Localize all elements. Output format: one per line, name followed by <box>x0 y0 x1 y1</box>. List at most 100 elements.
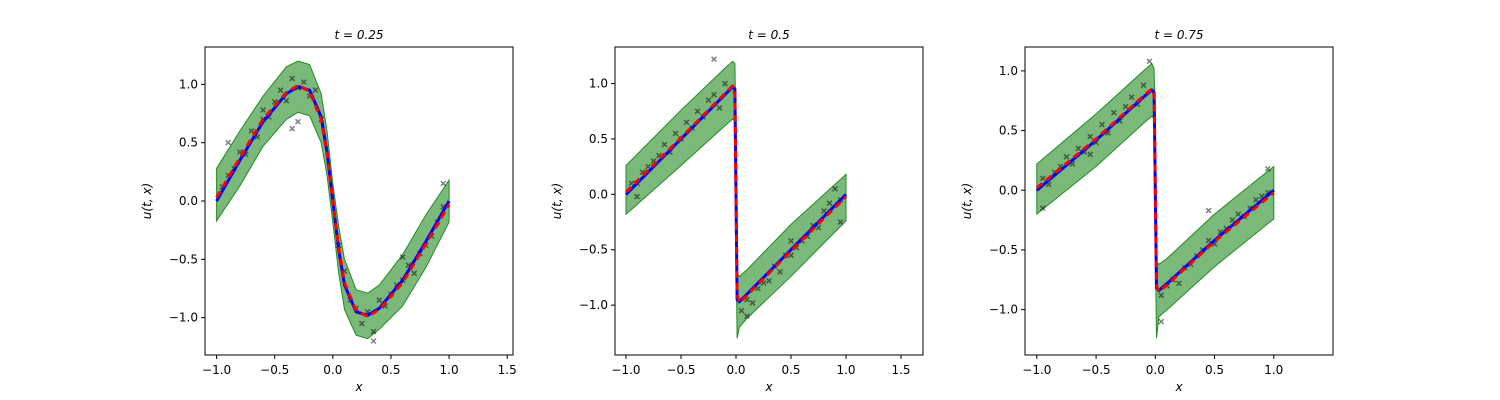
sample-point <box>289 75 296 82</box>
sample-point <box>399 254 406 260</box>
sample-point <box>1039 205 1046 212</box>
x-tick-label: 1.5 <box>891 363 910 377</box>
y-tick-label: 0.0 <box>999 183 1018 197</box>
axes-frame <box>614 46 924 356</box>
sample-point <box>749 299 756 306</box>
sample-point <box>370 328 377 335</box>
sample-point <box>1122 103 1129 110</box>
sample-point <box>295 118 301 125</box>
sample-point <box>711 56 717 63</box>
y-tick-label: 0.5 <box>589 132 608 146</box>
sample-point <box>440 180 447 187</box>
x-tick-label: 0.5 <box>781 363 800 377</box>
sample-point <box>711 91 717 98</box>
sample-point <box>815 224 822 231</box>
sample-point <box>683 119 690 126</box>
subplot-3: −1.0 −0.5 0.0 0.5 1.0 −1.0 −0.5 0.0 0.5 1.0 t = 0.… <box>960 28 1334 394</box>
y-tick-label: 0.0 <box>179 194 198 208</box>
sample-point <box>1235 211 1242 218</box>
sample-point <box>225 139 232 146</box>
sample-point <box>1128 94 1135 101</box>
sample-point <box>744 313 750 320</box>
y-tick-label: −0.5 <box>989 243 1018 257</box>
sample-point <box>738 307 745 314</box>
x-tick-label: 0.5 <box>1205 363 1224 377</box>
sample-point <box>705 97 712 104</box>
subplot-title: t = 0.25 <box>334 28 383 42</box>
x-tick-label: −0.5 <box>260 363 289 377</box>
x-tick-label: 1.5 <box>498 363 517 377</box>
sample-point <box>837 219 844 225</box>
y-axis-label: u(t, x) <box>140 183 154 219</box>
sample-point <box>300 79 307 85</box>
y-tick-label: 0.5 <box>179 136 198 150</box>
sample-point <box>1087 151 1094 158</box>
sample-point <box>821 208 827 214</box>
sample-point <box>1264 165 1271 172</box>
y-tick-label: −1.0 <box>989 303 1018 317</box>
sample-point <box>645 163 651 170</box>
sample-point <box>716 105 723 111</box>
y-tick-label: 0.0 <box>589 187 608 201</box>
sample-point <box>722 80 728 87</box>
y-tick-label: −1.0 <box>169 311 198 325</box>
x-tick-label: −0.5 <box>666 363 695 377</box>
sample-point <box>283 97 290 104</box>
x-tick-label: −0.5 <box>1082 363 1111 377</box>
x-tick-label: −1.0 <box>202 363 231 377</box>
sample-point <box>289 125 296 132</box>
subplot-title: t = 0.75 <box>1154 28 1203 42</box>
sample-point <box>1205 207 1212 214</box>
y-tick-label: −0.5 <box>579 243 608 257</box>
sample-point <box>370 338 377 344</box>
series-line-dashed <box>1035 87 1275 294</box>
y-axis-label: u(t, x) <box>550 183 564 219</box>
sample-point <box>1146 58 1153 65</box>
subplot-1: −1.0 −0.5 0.0 0.5 1.0 1.5 −1.0 −0.5 0.0 0.5 1.0 t =… <box>140 28 517 394</box>
sample-point <box>1063 153 1070 160</box>
x-tick-label: 0.0 <box>726 363 745 377</box>
sample-point <box>277 87 284 94</box>
sample-point <box>376 297 383 304</box>
x-tick-label: 1.0 <box>440 363 459 377</box>
sample-point <box>634 193 640 200</box>
sample-point <box>1158 318 1165 325</box>
x-tick-label: −1.0 <box>1022 363 1051 377</box>
sample-point <box>832 185 838 192</box>
sample-point <box>628 180 635 187</box>
sample-point <box>694 108 701 115</box>
y-tick-label: 1.0 <box>179 77 198 91</box>
sample-point <box>1229 217 1236 224</box>
sample-point <box>1087 133 1094 140</box>
series-line-dashed <box>215 84 451 318</box>
sample-point <box>248 128 255 134</box>
y-tick-label: −1.0 <box>579 298 608 312</box>
x-tick-label: 0.0 <box>323 363 342 377</box>
series-line-dashed <box>624 84 848 305</box>
sample-point <box>777 268 783 275</box>
sample-point <box>1099 121 1105 128</box>
sample-point <box>755 285 761 292</box>
sample-point <box>411 270 418 277</box>
x-axis-label: x <box>1174 380 1183 394</box>
sample-point <box>260 107 267 113</box>
sample-point <box>672 130 679 137</box>
sample-point <box>1075 145 1082 152</box>
sample-point <box>312 87 319 94</box>
x-axis-label: x <box>354 380 363 394</box>
sample-point <box>1140 82 1147 89</box>
sample-point <box>358 320 365 327</box>
x-tick-label: 0.5 <box>381 363 400 377</box>
y-tick-label: 1.0 <box>999 64 1018 78</box>
sample-point <box>1253 196 1259 203</box>
y-tick-label: −0.5 <box>169 252 198 266</box>
sample-point <box>826 200 833 207</box>
x-tick-label: 1.0 <box>1264 363 1283 377</box>
subplot-title: t = 0.5 <box>748 28 789 42</box>
subplot-2: −1.0 −0.5 0.0 0.5 1.0 1.5 −1.0 −0.5 0.0 0.5 1.0 t =… <box>550 28 924 394</box>
sample-point <box>1205 237 1212 244</box>
sample-point <box>661 141 668 148</box>
y-axis-label: u(t, x) <box>960 183 974 219</box>
axes-frame <box>1024 46 1334 356</box>
